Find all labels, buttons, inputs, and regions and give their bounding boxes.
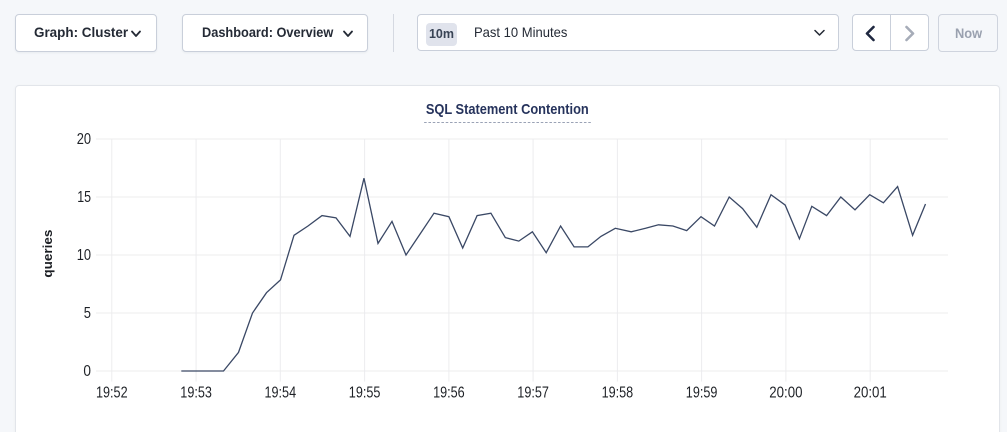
svg-text:19:56: 19:56: [433, 385, 465, 402]
svg-text:19:54: 19:54: [265, 385, 297, 402]
svg-text:19:53: 19:53: [180, 385, 212, 402]
svg-text:20:01: 20:01: [854, 385, 887, 402]
svg-text:19:52: 19:52: [96, 385, 128, 402]
svg-text:15: 15: [77, 189, 91, 206]
svg-text:5: 5: [84, 305, 91, 322]
svg-text:19:58: 19:58: [602, 385, 634, 402]
svg-text:19:55: 19:55: [349, 385, 381, 402]
svg-text:19:57: 19:57: [517, 385, 549, 402]
svg-text:20: 20: [77, 131, 91, 148]
svg-text:0: 0: [83, 363, 91, 380]
svg-text:20:00: 20:00: [769, 385, 802, 402]
svg-text:queries: queries: [40, 230, 55, 278]
svg-text:10: 10: [77, 247, 91, 264]
svg-text:19:59: 19:59: [686, 385, 718, 402]
